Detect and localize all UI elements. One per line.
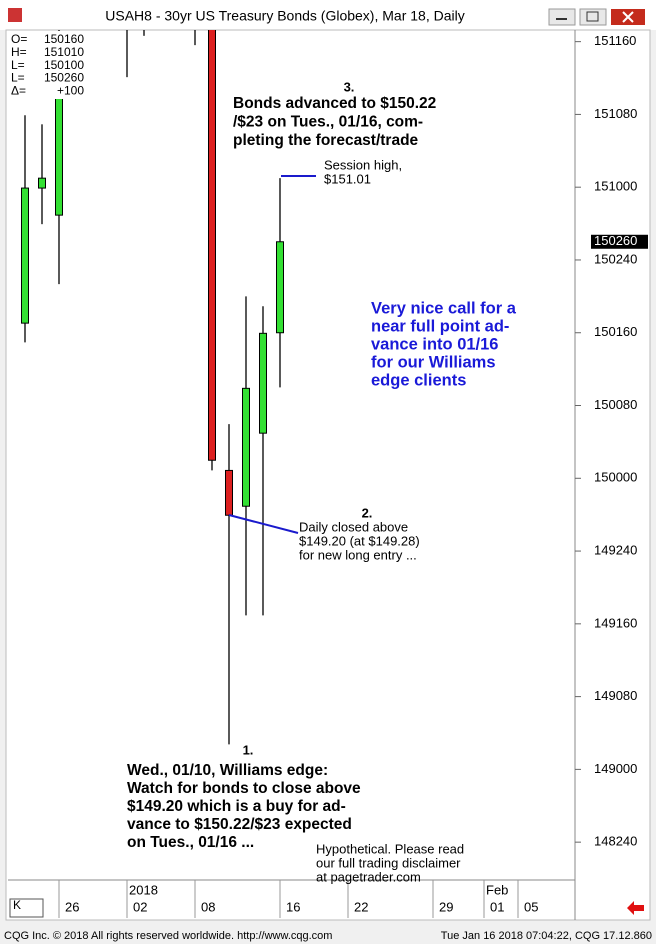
candle-body bbox=[259, 332, 267, 434]
x-tick-label: 02 bbox=[133, 899, 147, 914]
y-tick-label: 149000 bbox=[594, 761, 637, 776]
y-tick-label: 151160 bbox=[594, 33, 636, 48]
info-key: H= bbox=[11, 45, 27, 59]
period-label: 2018 bbox=[129, 882, 158, 897]
chart-area bbox=[5, 29, 651, 921]
last-price-label: 150260 bbox=[594, 233, 637, 248]
app-icon bbox=[8, 8, 22, 22]
candle-body bbox=[55, 94, 63, 216]
annotation-line: $151.01 bbox=[324, 171, 371, 186]
y-tick-label: 151000 bbox=[594, 179, 637, 194]
x-tick-label: 16 bbox=[286, 899, 300, 914]
annotation-number: 3. bbox=[344, 79, 355, 94]
info-key: L= bbox=[11, 58, 25, 72]
status-right: Tue Jan 16 2018 07:04:22, CQG 17.12.860 bbox=[441, 930, 652, 942]
pointer-line bbox=[228, 514, 299, 534]
annotation-line: Bonds advanced to $150.22 bbox=[233, 95, 436, 112]
x-tick-label: 01 bbox=[490, 899, 504, 914]
period-label: Feb bbox=[486, 882, 508, 897]
info-value: 150100 bbox=[44, 58, 84, 72]
last-price-box bbox=[591, 234, 648, 249]
status-left: CQG Inc. © 2018 All rights reserved worl… bbox=[4, 930, 332, 942]
annotation-line: at pagetrader.com bbox=[316, 869, 421, 884]
annotation-line: Hypothetical. Please read bbox=[316, 841, 464, 856]
plot: 151160 151080 151000 150240 150160 150080 1500… bbox=[21, 30, 637, 849]
y-tick-label: 151080 bbox=[594, 106, 637, 121]
corner-label: K bbox=[13, 898, 21, 912]
annotation-line: $149.20 (at $149.28) bbox=[299, 533, 420, 548]
annotation-number: 2. bbox=[362, 505, 373, 520]
annotation-line: pleting the forecast/trade bbox=[233, 132, 419, 149]
info-box bbox=[8, 31, 90, 99]
y-tick-label: 150080 bbox=[594, 397, 637, 412]
annotation-line: /$23 on Tues., 01/16, com- bbox=[233, 114, 423, 131]
y-tick-label: 148240 bbox=[594, 834, 637, 849]
candle-body bbox=[276, 241, 284, 334]
close-icon bbox=[622, 11, 634, 23]
annotation-line: near full point ad- bbox=[371, 317, 509, 335]
x-tick-label: 08 bbox=[201, 899, 215, 914]
maximize-icon bbox=[586, 11, 599, 22]
annotation-line: edge clients bbox=[371, 371, 466, 389]
annotation-line: Very nice call for a bbox=[371, 299, 517, 317]
candle-body bbox=[242, 387, 250, 507]
annotation-line: vance to $150.22/$23 expected bbox=[127, 816, 352, 833]
corner-box[interactable] bbox=[9, 898, 44, 918]
y-tick-label: 149160 bbox=[594, 615, 637, 630]
annotation-line: Wed., 01/10, Williams edge: bbox=[127, 762, 328, 779]
annotation-number: 1. bbox=[243, 742, 254, 757]
candle-body bbox=[21, 187, 29, 324]
scroll-arrow[interactable] bbox=[627, 901, 644, 915]
window-title: USAH8 - 30yr US Treasury Bonds (Globex),… bbox=[105, 8, 464, 24]
minimize-button[interactable] bbox=[548, 8, 576, 26]
info-value: +100 bbox=[57, 83, 84, 97]
info-key: L= bbox=[11, 71, 25, 85]
annotation-line: $149.20 which is a buy for ad- bbox=[127, 798, 346, 815]
annotation-line: Daily closed above bbox=[299, 519, 408, 534]
candle-body bbox=[208, 30, 216, 461]
info-value: 150260 bbox=[44, 71, 84, 85]
x-tick-label: 29 bbox=[439, 899, 453, 914]
status-bar bbox=[0, 926, 656, 944]
annotation-line: Session high, bbox=[324, 157, 402, 172]
title-bar bbox=[0, 0, 656, 30]
y-tick-label: 149080 bbox=[594, 688, 637, 703]
candle-body bbox=[225, 469, 233, 516]
annotation-line: Watch for bonds to close above bbox=[127, 780, 361, 797]
x-tick-label: 26 bbox=[65, 899, 79, 914]
annotation-line: vance into 01/16 bbox=[371, 335, 498, 353]
maximize-button[interactable] bbox=[579, 8, 607, 26]
info-value: 150160 bbox=[44, 32, 84, 46]
info-value: 151010 bbox=[44, 45, 84, 59]
x-tick-label: 22 bbox=[354, 899, 368, 914]
info-key: O= bbox=[11, 32, 27, 46]
y-tick-label: 150240 bbox=[594, 251, 637, 266]
annotation-line: our full trading disclaimer bbox=[316, 855, 461, 870]
y-tick-label: 150000 bbox=[594, 470, 637, 485]
annotation-line: on Tues., 01/16 ... bbox=[127, 834, 254, 851]
y-tick-label: 150160 bbox=[594, 324, 637, 339]
candle-body bbox=[38, 177, 46, 189]
y-tick-label: 149240 bbox=[594, 542, 637, 557]
x-tick-label: 05 bbox=[524, 899, 538, 914]
info-key: Δ= bbox=[11, 83, 26, 97]
annotation-line: for new long entry ... bbox=[299, 547, 417, 562]
annotation-line: for our Williams bbox=[371, 353, 496, 371]
